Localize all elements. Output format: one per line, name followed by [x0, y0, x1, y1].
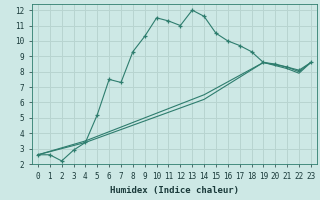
X-axis label: Humidex (Indice chaleur): Humidex (Indice chaleur) [110, 186, 239, 195]
